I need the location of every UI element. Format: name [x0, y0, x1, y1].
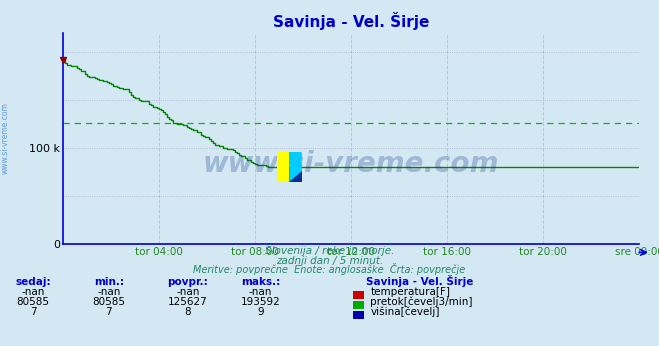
Text: 125627: 125627: [168, 297, 208, 307]
Text: -nan: -nan: [97, 287, 121, 297]
Title: Savinja - Vel. Širje: Savinja - Vel. Širje: [273, 12, 429, 30]
Text: 8: 8: [185, 307, 191, 317]
Text: 80585: 80585: [16, 297, 49, 307]
Text: višina[čevelj]: višina[čevelj]: [370, 307, 440, 317]
Text: min.:: min.:: [94, 277, 124, 288]
Text: 80585: 80585: [92, 297, 125, 307]
Polygon shape: [289, 152, 302, 167]
Text: -nan: -nan: [248, 287, 272, 297]
Text: 193592: 193592: [241, 297, 280, 307]
Text: maks.:: maks.:: [241, 277, 280, 288]
Text: Savinja - Vel. Širje: Savinja - Vel. Širje: [366, 275, 473, 288]
Text: Meritve: povprečne  Enote: anglosaške  Črta: povprečje: Meritve: povprečne Enote: anglosaške Črt…: [193, 263, 466, 275]
Text: Slovenija / reke in morje.: Slovenija / reke in morje.: [265, 246, 394, 256]
Text: www.si-vreme.com: www.si-vreme.com: [203, 150, 499, 178]
Text: 7: 7: [30, 307, 36, 317]
Polygon shape: [289, 152, 302, 182]
Text: 9: 9: [257, 307, 264, 317]
Text: temperatura[F]: temperatura[F]: [370, 287, 450, 297]
Polygon shape: [289, 171, 302, 182]
Text: povpr.:: povpr.:: [167, 277, 208, 288]
Polygon shape: [277, 152, 289, 182]
Polygon shape: [289, 167, 302, 182]
Text: sedaj:: sedaj:: [15, 277, 51, 288]
Text: -nan: -nan: [21, 287, 45, 297]
Text: pretok[čevelj3/min]: pretok[čevelj3/min]: [370, 297, 473, 307]
Text: zadnji dan / 5 minut.: zadnji dan / 5 minut.: [276, 256, 383, 266]
Text: -nan: -nan: [176, 287, 200, 297]
Text: www.si-vreme.com: www.si-vreme.com: [1, 102, 10, 174]
Text: 7: 7: [105, 307, 112, 317]
